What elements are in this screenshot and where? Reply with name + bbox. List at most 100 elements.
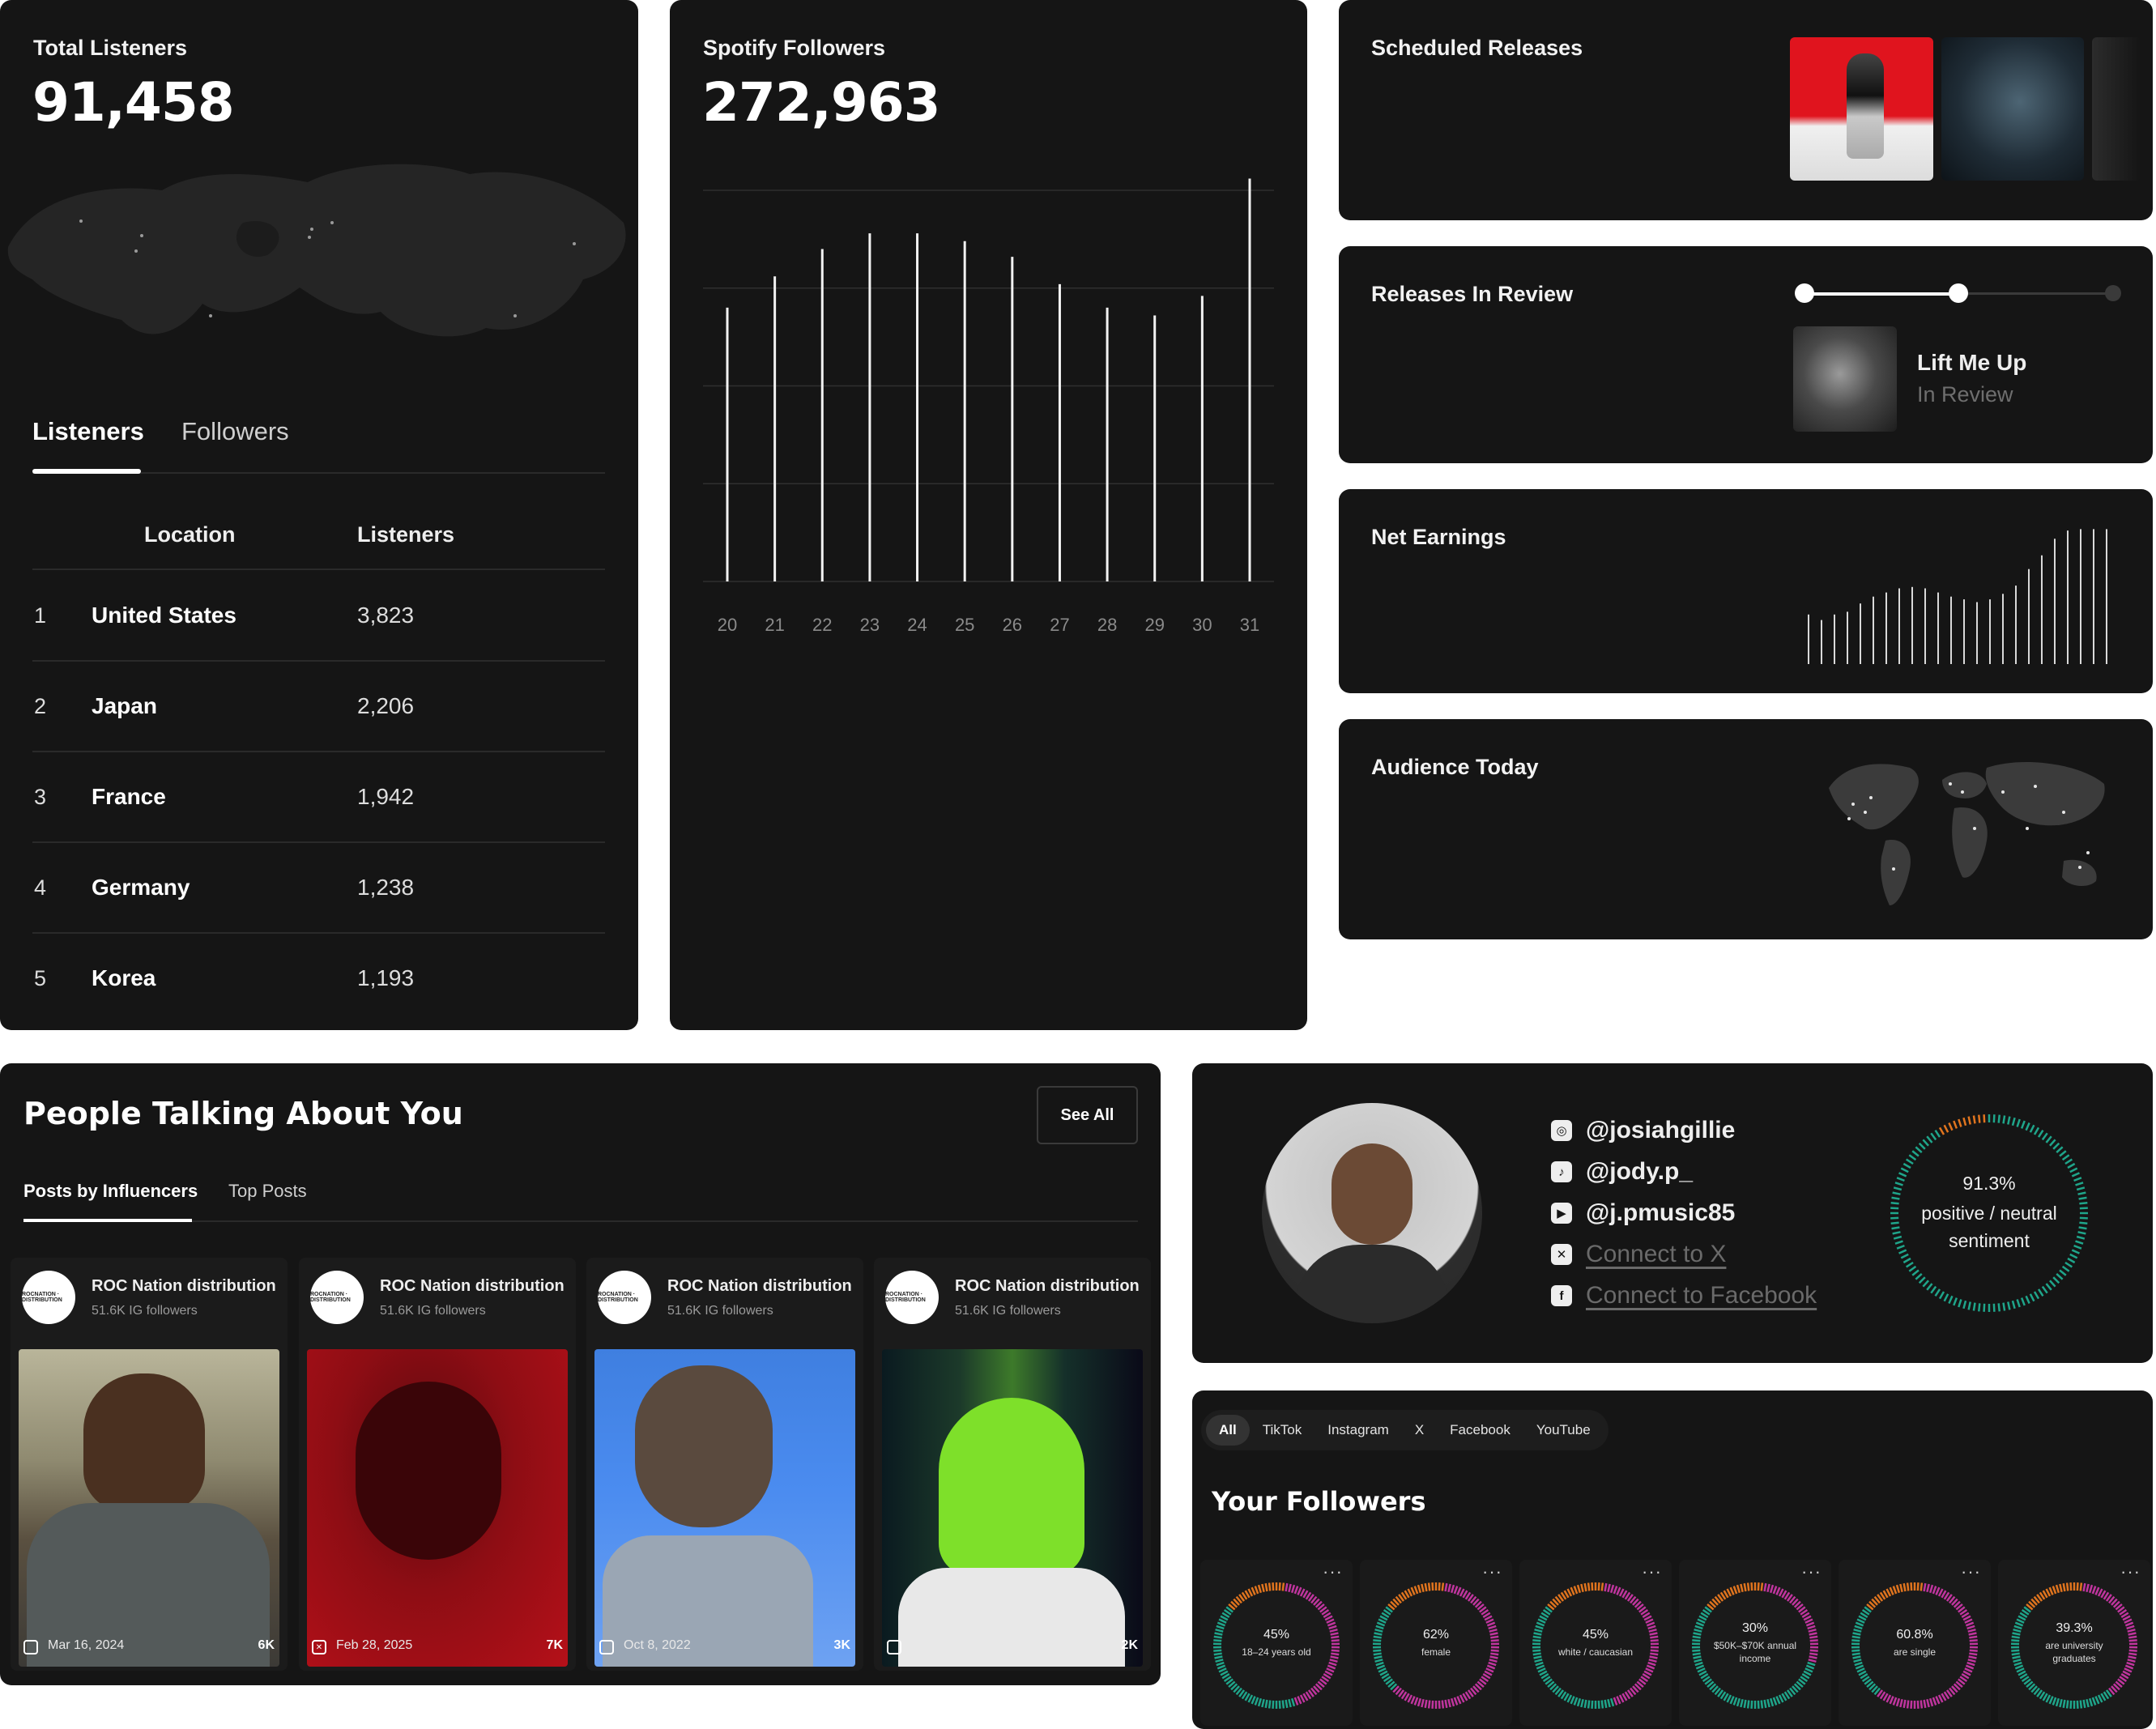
ring-tick bbox=[1697, 1618, 1706, 1624]
release-cover[interactable] bbox=[2092, 37, 2141, 181]
tab-top-posts[interactable]: Top Posts bbox=[228, 1181, 307, 1201]
ring-tick bbox=[1723, 1693, 1729, 1701]
ring-tick bbox=[1417, 1584, 1422, 1594]
ring-tick bbox=[1630, 1687, 1637, 1696]
handle-tiktok[interactable]: @jody.p_ bbox=[1586, 1158, 1694, 1185]
more-options-icon[interactable]: ··· bbox=[1961, 1561, 1981, 1582]
ring-tick bbox=[1804, 1667, 1813, 1673]
handle-instagram[interactable]: @josiahgillie bbox=[1586, 1117, 1736, 1143]
ring-tick bbox=[2011, 1639, 2020, 1642]
release-cover[interactable] bbox=[1793, 326, 1897, 432]
ring-tick bbox=[2018, 1615, 2026, 1621]
tab-posts-by-influencers[interactable]: Posts by Influencers bbox=[23, 1181, 198, 1201]
ring-tick bbox=[1796, 1603, 1804, 1611]
ring-tick bbox=[1489, 1632, 1498, 1636]
ring-tick bbox=[1563, 1693, 1570, 1701]
see-all-button[interactable]: See All bbox=[1037, 1086, 1138, 1144]
ring-tick bbox=[1949, 1687, 1956, 1696]
filter-youtube[interactable]: YouTube bbox=[1536, 1422, 1591, 1437]
filter-instagram[interactable]: Instagram bbox=[1327, 1422, 1389, 1437]
demographic-card[interactable]: ··· 62% female bbox=[1360, 1560, 1512, 1726]
ring-tick bbox=[1297, 1696, 1302, 1705]
handle-youtube[interactable]: @j.pmusic85 bbox=[1586, 1199, 1736, 1226]
filter-tiktok[interactable]: TikTok bbox=[1262, 1422, 1302, 1437]
ring-tick bbox=[1692, 1639, 1701, 1642]
release-cover[interactable] bbox=[1790, 37, 1933, 181]
filter-all[interactable]: All bbox=[1206, 1415, 1250, 1446]
more-options-icon[interactable]: ··· bbox=[1801, 1561, 1822, 1582]
ring-tick bbox=[1272, 1582, 1275, 1591]
ring-tick bbox=[1560, 1591, 1567, 1600]
ring-tick bbox=[1928, 1584, 1934, 1594]
influencer-post[interactable]: ROCNATION · DISTRIBUTION ROC Nation dist… bbox=[11, 1258, 288, 1671]
post-author: ROC Nation distribution bbox=[92, 1277, 276, 1295]
connect-x-link[interactable]: Connect to X bbox=[1586, 1241, 1727, 1267]
more-options-icon[interactable]: ··· bbox=[1482, 1561, 1502, 1582]
ring-tick bbox=[1310, 1687, 1318, 1696]
filter-x[interactable]: X bbox=[1414, 1422, 1425, 1437]
ring-tick bbox=[1945, 1594, 1953, 1602]
ring-tick bbox=[1692, 1649, 1701, 1652]
connect-facebook-link[interactable]: Connect to Facebook bbox=[1586, 1282, 1817, 1309]
ring-tick bbox=[1854, 1661, 1863, 1667]
ring-tick bbox=[2013, 1628, 2022, 1633]
post-image bbox=[594, 1349, 855, 1667]
demographic-card[interactable]: ··· 30% $50K–$70K annual income bbox=[1679, 1560, 1831, 1726]
influencer-post[interactable]: ROCNATION · DISTRIBUTION ROC Nation dist… bbox=[874, 1258, 1151, 1671]
demographic-card[interactable]: ··· 45% 18–24 years old bbox=[1200, 1560, 1353, 1726]
ring-tick bbox=[1479, 1678, 1487, 1685]
more-options-icon[interactable]: ··· bbox=[1323, 1561, 1343, 1582]
ring-tick bbox=[1456, 1696, 1462, 1705]
ring-tick bbox=[1464, 1591, 1472, 1600]
ring-tick bbox=[1879, 1591, 1886, 1600]
ring-tick bbox=[1597, 1582, 1600, 1591]
column-header-location: Location bbox=[144, 522, 236, 547]
influencer-post[interactable]: ROCNATION · DISTRIBUTION ROC Nation dist… bbox=[299, 1258, 576, 1671]
ring-tick bbox=[2012, 1655, 2021, 1659]
ring-tick bbox=[1387, 1603, 1395, 1611]
tab-listeners[interactable]: Listeners bbox=[32, 417, 144, 445]
influencer-post[interactable]: ROCNATION · DISTRIBUTION ROC Nation dist… bbox=[586, 1258, 863, 1671]
row-country: Japan bbox=[92, 693, 157, 718]
ring-tick bbox=[2124, 1621, 2134, 1627]
sentiment-tick bbox=[2007, 1301, 2011, 1310]
people-talking-title: People Talking About You bbox=[23, 1096, 463, 1131]
ring-tick bbox=[1695, 1621, 1705, 1627]
profile-avatar[interactable] bbox=[1262, 1103, 1482, 1323]
demographic-label: white / caucasian bbox=[1557, 1646, 1634, 1658]
more-options-icon[interactable]: ··· bbox=[2120, 1561, 2141, 1582]
ring-tick bbox=[1882, 1590, 1889, 1599]
ring-tick bbox=[1879, 1691, 1886, 1700]
ring-tick bbox=[2105, 1594, 2112, 1602]
ring-tick bbox=[1326, 1618, 1335, 1624]
ring-tick bbox=[1694, 1625, 1703, 1630]
ring-tick bbox=[1305, 1591, 1312, 1600]
ring-tick bbox=[1889, 1696, 1894, 1705]
demographic-card[interactable]: ··· 60.8% are single bbox=[1839, 1560, 1991, 1726]
ring-tick bbox=[1740, 1583, 1744, 1593]
sentiment-tick bbox=[1930, 1285, 1937, 1294]
sentiment-tick bbox=[2011, 1300, 2016, 1310]
ring-tick bbox=[1254, 1586, 1259, 1595]
tab-followers[interactable]: Followers bbox=[181, 417, 289, 445]
ring-tick bbox=[1892, 1586, 1898, 1595]
sentiment-tick bbox=[1898, 1249, 1907, 1254]
demographic-card[interactable]: ··· 39.3% are university graduates bbox=[1998, 1560, 2150, 1726]
ring-tick bbox=[1649, 1632, 1658, 1636]
ring-tick bbox=[1228, 1603, 1236, 1611]
more-options-icon[interactable]: ··· bbox=[1642, 1561, 1662, 1582]
ring-tick bbox=[1953, 1600, 1961, 1608]
ring-tick bbox=[1293, 1586, 1299, 1595]
demographic-card[interactable]: ··· 45% white / caucasian bbox=[1519, 1560, 1672, 1726]
ring-tick bbox=[1467, 1594, 1474, 1602]
ring-tick bbox=[1285, 1699, 1289, 1709]
review-step-dot bbox=[2105, 285, 2121, 301]
ring-tick bbox=[2033, 1595, 2040, 1604]
ring-tick bbox=[1943, 1691, 1950, 1700]
ring-tick bbox=[1591, 1700, 1594, 1709]
ring-tick bbox=[2016, 1618, 2025, 1624]
ring-tick bbox=[1743, 1582, 1747, 1592]
filter-facebook[interactable]: Facebook bbox=[1450, 1422, 1510, 1437]
release-cover[interactable] bbox=[1941, 37, 2084, 181]
ring-tick bbox=[1573, 1586, 1579, 1595]
